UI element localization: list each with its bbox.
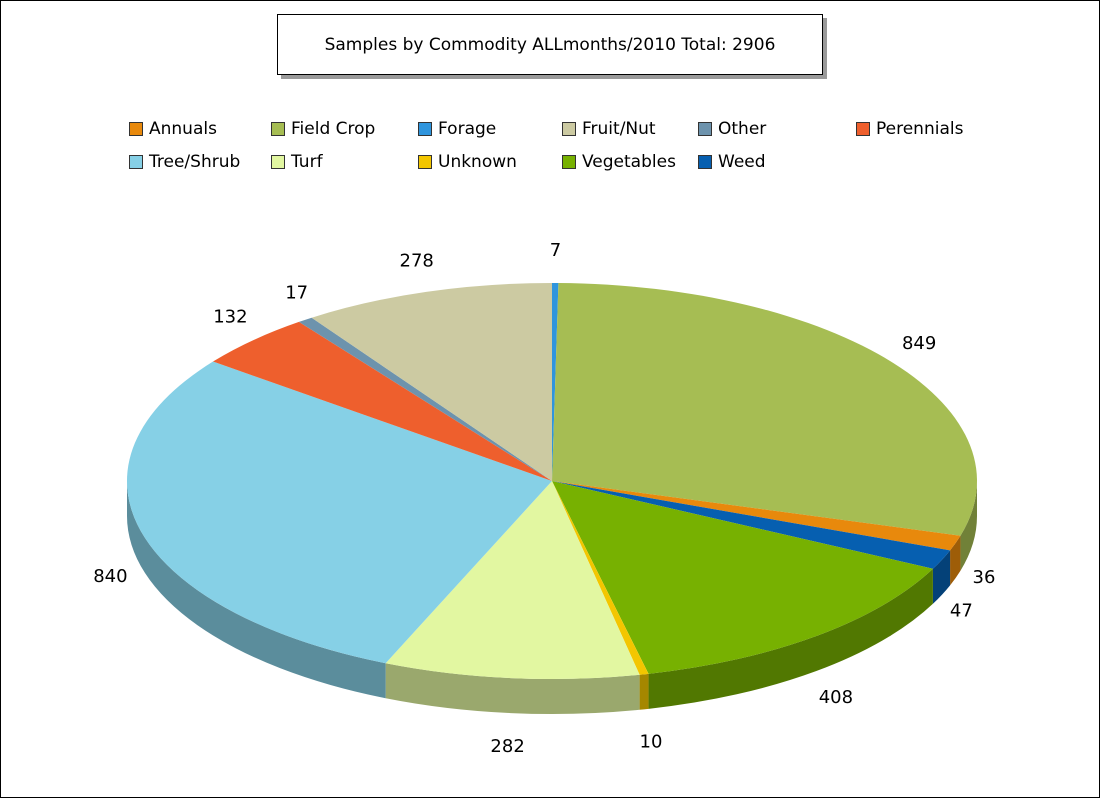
legend-swatch [271,155,285,169]
legend-swatch [129,155,143,169]
pie-label-vegetables: 408 [819,687,853,708]
legend-label: Forage [438,119,497,139]
legend-label: Weed [718,152,766,172]
pie-label-fruit-nut: 278 [400,250,434,271]
legend-label: Fruit/Nut [582,119,656,139]
legend-label: Other [718,119,767,139]
pie-slice-tree-shrub [127,361,552,664]
legend-item-unknown: Unknown [418,151,517,173]
legend-swatch [562,155,576,169]
legend-swatch [856,122,870,136]
pie-side-annuals [950,535,961,586]
legend-label: Tree/Shrub [149,152,241,172]
legend-item-tree-shrub: Tree/Shrub [129,151,240,173]
pie-side-walls [127,481,977,714]
legend-label: Field Crop [291,119,376,139]
pie-slice-unknown [552,481,649,675]
chart-title: Samples by Commodity ALLmonths/2010 Tota… [277,14,823,75]
legend-label: Unknown [438,152,517,172]
pie-top [127,283,978,679]
pie-label-turf: 282 [490,736,524,757]
legend-label: Perennials [876,119,964,139]
legend-swatch [129,122,143,136]
pie-slice-forage [552,283,559,481]
pie-slice-turf [385,481,640,679]
pie-label-field-crop: 849 [902,333,936,354]
pie-side-weed [932,550,951,604]
pie-slice-annuals [552,481,961,551]
legend-item-annuals: Annuals [129,118,217,140]
pie-side-vegetables [648,568,933,709]
pie-slice-weed [552,481,951,569]
pie-label-unknown: 10 [640,732,663,753]
pie-slice-other [298,317,552,481]
pie-label-other: 17 [285,283,308,304]
legend-swatch [698,122,712,136]
legend-swatch [562,122,576,136]
pie-side-tree-shrub [127,481,386,699]
legend-item-fruit-nut: Fruit/Nut [562,118,656,140]
legend-swatch [418,155,432,169]
pie-label-tree-shrub: 840 [93,566,127,587]
pie-side-turf [385,663,640,714]
legend-item-perennials: Perennials [856,118,963,140]
pie-label-forage: 7 [550,240,561,261]
pie-side-unknown [639,673,649,710]
legend-label: Annuals [149,119,217,139]
pie-slice-perennials [213,321,553,481]
pie-label-weed: 47 [950,600,973,621]
legend-swatch [698,155,712,169]
legend-item-vegetables: Vegetables [562,151,676,173]
pie-side-field-crop [960,481,977,571]
legend-label: Turf [291,152,323,172]
legend-label: Vegetables [582,152,676,172]
pie-slice-fruit-nut [311,283,552,481]
legend: Annuals Field Crop Forage Fruit/Nut Other Per… [1,1,1099,191]
legend-item-forage: Forage [418,118,496,140]
pie-label-annuals: 36 [973,567,996,588]
legend-item-turf: Turf [271,151,323,173]
legend-item-other: Other [698,118,766,140]
legend-item-field-crop: Field Crop [271,118,375,140]
pie-label-perennials: 132 [213,307,247,328]
legend-swatch [271,122,285,136]
pie-slice-field-crop [552,283,978,536]
legend-swatch [418,122,432,136]
legend-item-weed: Weed [698,151,766,173]
pie-slice-vegetables [552,481,933,674]
